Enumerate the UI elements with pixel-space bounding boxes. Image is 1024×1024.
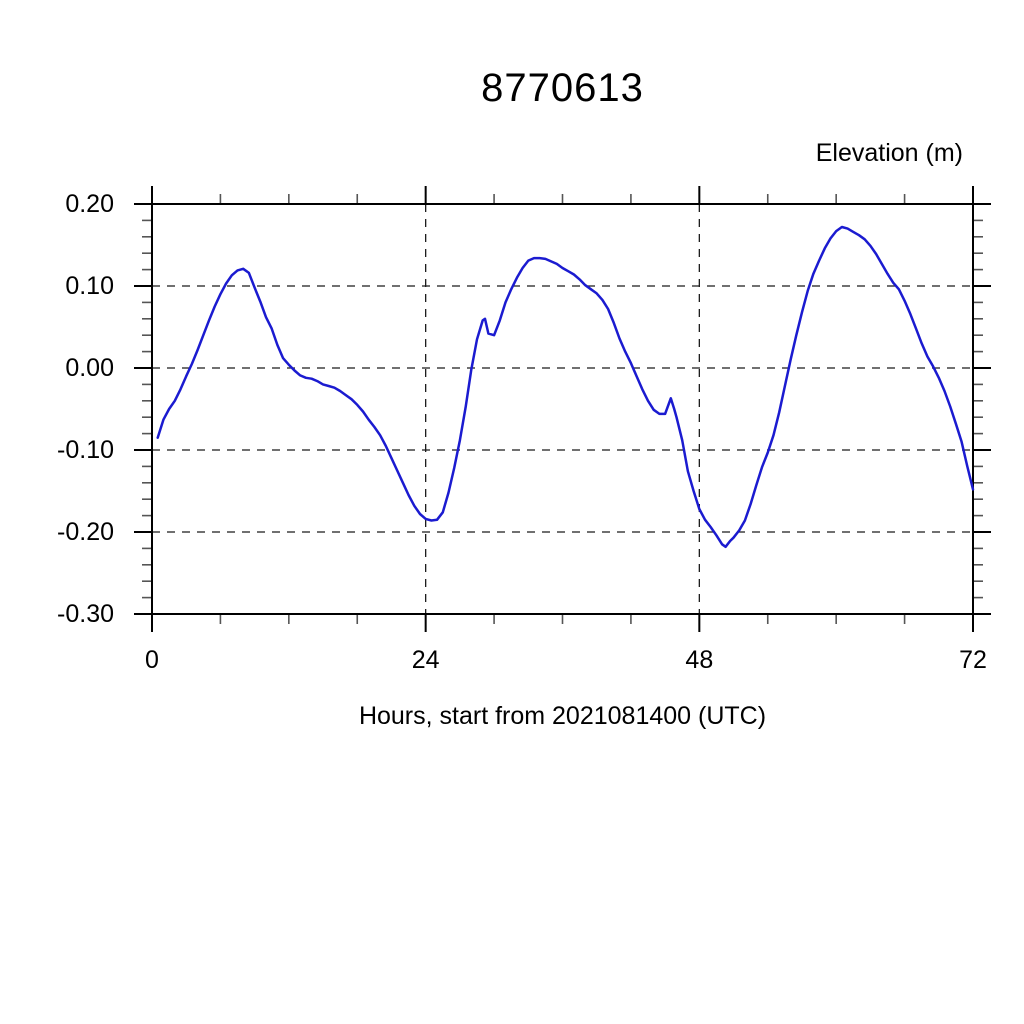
x-axis-title: Hours, start from 2021081400 (UTC) [358,702,767,730]
y-tick-label: 0.20 [65,190,114,218]
plot-frame [151,203,974,615]
y-tick-label: 0.00 [65,354,114,382]
y-tick-label: 0.10 [65,272,114,300]
chart-title: 8770613 [481,66,644,110]
y-axis-title: Elevation (m) [815,139,963,167]
x-tick-label: 0 [145,646,159,674]
y-tick-label: -0.20 [57,518,114,546]
x-tick-label: 48 [685,646,714,674]
y-tick-label: -0.30 [57,600,114,628]
data-line-elevation [156,225,975,549]
x-tick-label: 72 [959,646,987,674]
x-tick-label: 24 [411,646,440,674]
y-tick-label: -0.10 [57,436,114,464]
